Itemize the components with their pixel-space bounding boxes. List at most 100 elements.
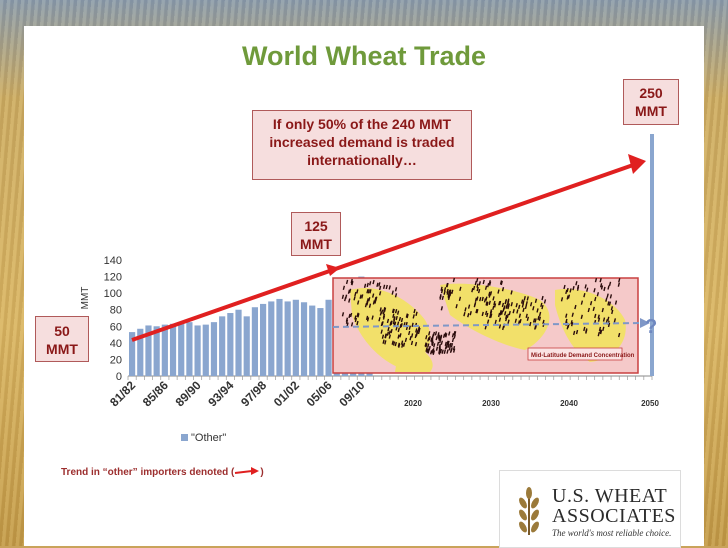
population-marker [507, 303, 510, 308]
y-tick-label: 120 [104, 272, 122, 284]
population-marker [379, 311, 383, 316]
population-marker [503, 311, 507, 316]
population-marker [576, 286, 580, 291]
population-marker [500, 310, 504, 315]
population-marker [524, 304, 528, 310]
population-marker [515, 302, 518, 308]
population-marker [607, 301, 610, 306]
trend-arrow-line [131, 162, 637, 342]
population-marker [603, 286, 606, 292]
population-marker [431, 341, 434, 346]
population-marker [348, 298, 351, 303]
population-marker [481, 311, 484, 317]
population-marker [353, 296, 356, 301]
population-marker [493, 300, 496, 306]
bar [309, 305, 316, 376]
population-marker [597, 332, 600, 337]
population-marker [478, 281, 481, 286]
population-marker [532, 306, 535, 311]
population-marker [400, 340, 404, 345]
population-marker [414, 341, 418, 347]
population-marker [572, 330, 576, 336]
population-marker [474, 297, 478, 302]
population-marker [394, 293, 398, 298]
population-marker [387, 326, 390, 332]
population-marker [510, 290, 513, 295]
population-marker [446, 290, 449, 295]
population-marker [543, 299, 547, 304]
population-marker [497, 312, 501, 318]
wheat-stalk-icon [519, 487, 539, 535]
population-marker [606, 293, 609, 298]
question-mark: ? [645, 316, 657, 338]
population-marker [566, 287, 569, 293]
population-marker [488, 280, 491, 285]
population-marker [388, 330, 391, 335]
population-marker [488, 300, 491, 306]
population-marker [425, 335, 428, 340]
population-marker [376, 282, 379, 287]
population-marker [614, 300, 618, 305]
x-tick-label: 93/94 [205, 378, 236, 409]
population-marker [541, 295, 544, 301]
population-marker [415, 311, 418, 316]
population-marker [444, 332, 447, 337]
population-marker [359, 294, 362, 299]
population-marker [593, 288, 596, 293]
population-marker [361, 294, 364, 299]
population-marker [407, 330, 411, 336]
projection-year-label: 2020 [404, 399, 422, 408]
x-tick-label: 05/06 [304, 378, 335, 409]
trend-mid-arrowhead [326, 264, 340, 276]
population-marker [443, 287, 447, 292]
population-marker [368, 303, 372, 308]
population-marker [437, 334, 440, 339]
population-marker [597, 314, 600, 319]
population-marker [485, 296, 488, 301]
population-marker [398, 316, 402, 322]
population-marker [450, 342, 454, 348]
population-marker [505, 316, 508, 322]
population-marker [447, 294, 450, 299]
population-marker [356, 312, 359, 317]
bar [194, 325, 201, 376]
population-marker [541, 304, 544, 310]
population-marker [529, 321, 532, 327]
population-marker [498, 300, 502, 306]
population-marker [348, 288, 352, 294]
callout-250-mmt: 250 MMT [623, 79, 679, 125]
population-marker [476, 296, 479, 301]
logo-line-2: ASSOCIATES [552, 505, 676, 527]
population-marker [498, 301, 501, 306]
y-tick-label: 100 [104, 288, 122, 300]
population-marker [399, 323, 402, 329]
population-marker [366, 298, 369, 303]
population-marker [510, 302, 513, 307]
population-marker [408, 325, 411, 330]
population-marker [427, 343, 430, 348]
population-marker [433, 343, 436, 348]
bar [325, 299, 332, 376]
population-marker [391, 290, 394, 295]
bar [210, 322, 218, 376]
population-marker [384, 340, 387, 345]
population-marker [607, 285, 610, 290]
footnote-text: Trend in “other” importers denoted ( [61, 467, 235, 478]
population-marker [410, 340, 414, 346]
population-marker [382, 284, 386, 289]
bar [276, 298, 283, 376]
population-marker [464, 307, 467, 312]
population-marker [467, 304, 471, 309]
bar [227, 313, 234, 376]
population-marker [520, 299, 524, 304]
population-marker [443, 349, 446, 354]
population-marker [426, 348, 429, 353]
population-marker [402, 342, 406, 347]
population-marker [607, 322, 611, 328]
population-marker [401, 343, 404, 348]
population-marker [440, 306, 444, 311]
population-marker [397, 343, 401, 348]
population-marker [348, 313, 351, 319]
population-marker [476, 308, 479, 314]
bar [161, 324, 168, 376]
